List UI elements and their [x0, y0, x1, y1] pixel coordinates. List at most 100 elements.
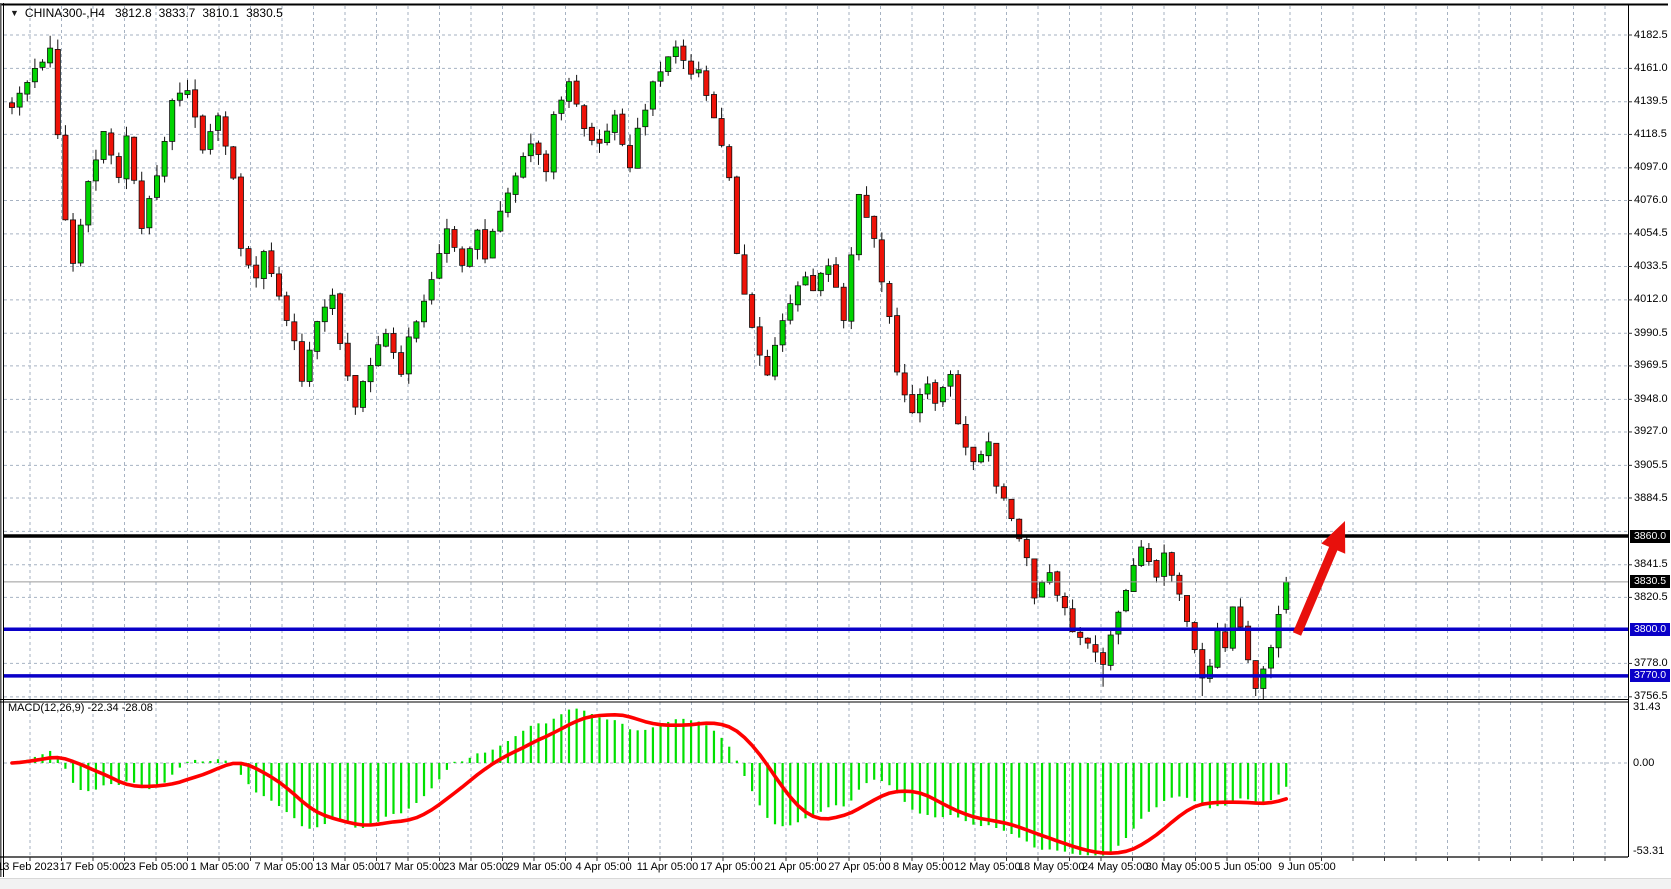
bull-candle	[817, 272, 824, 292]
bear-candle	[573, 80, 580, 105]
bull-candle	[558, 99, 565, 114]
price-axis-label: 4076.0	[1634, 194, 1668, 206]
bear-candle	[810, 274, 817, 292]
bull-candle	[848, 254, 855, 322]
bear-candle	[932, 382, 939, 404]
bear-candle	[291, 321, 298, 342]
bear-candle	[352, 374, 359, 408]
time-axis-label: 17 Feb 05:00	[59, 861, 125, 873]
quote-low: 3810.1	[202, 6, 240, 20]
bear-candle	[1245, 625, 1252, 661]
bull-candle	[1283, 581, 1290, 610]
time-axis-label: 29 Mar 05:00	[507, 861, 572, 873]
bear-candle	[390, 333, 397, 353]
time-axis-label: 4 Apr 05:00	[575, 861, 632, 873]
up-arrow-annotation[interactable]	[1292, 521, 1346, 636]
time-axis-label: 12 May 05:00	[953, 861, 1021, 873]
bear-candle	[878, 239, 885, 283]
chart-frame	[0, 3, 1668, 877]
bull-candle	[779, 320, 786, 346]
macd-axis-label: 31.43	[1633, 700, 1661, 713]
bear-candle	[222, 116, 229, 147]
time-axis-label: 21 Apr 05:00	[764, 861, 827, 873]
horizontal-levels	[4, 534, 1628, 678]
time-axis-label: 11 Apr 05:00	[636, 861, 699, 873]
bear-candle	[1184, 595, 1191, 622]
time-axis-label: 23 Mar 05:00	[443, 861, 509, 873]
bull-candle	[1039, 582, 1046, 598]
bull-candle	[413, 321, 420, 339]
bull-candle	[31, 68, 38, 83]
bear-candle	[1069, 608, 1076, 633]
bull-candle	[1260, 668, 1267, 689]
price-axis-label: 3756.5	[1634, 690, 1668, 703]
bull-candle	[375, 344, 382, 367]
bear-candle	[764, 355, 771, 376]
time-axis-label: 27 Apr 05:00	[828, 861, 891, 873]
bull-candle	[947, 373, 954, 387]
bear-candle	[138, 180, 145, 229]
bear-candle	[1168, 552, 1175, 576]
bull-candle	[443, 228, 450, 254]
bull-candle	[260, 251, 267, 280]
bear-candle	[1061, 596, 1068, 609]
bear-candle	[993, 442, 1000, 487]
bull-candle	[924, 383, 931, 395]
price-axis-label: 4139.5	[1634, 95, 1668, 108]
bull-candle	[1275, 614, 1282, 649]
time-axis-label: 24 May 05:00	[1081, 861, 1149, 873]
symbol-title: ▼ CHINA300-,H4 3812.8 3833.7 3810.1 3830…	[10, 6, 290, 20]
bear-candle	[230, 146, 237, 179]
bear-candle	[237, 176, 244, 249]
time-axis-label: 23 Feb 05:00	[123, 861, 189, 873]
time-axis-label: 30 May 05:00	[1145, 861, 1213, 873]
bear-candle	[1100, 652, 1107, 665]
bear-candle	[627, 145, 634, 169]
bear-candle	[108, 132, 115, 156]
bear-candle	[283, 295, 290, 321]
grid-lines	[4, 6, 1628, 857]
bear-candle	[688, 60, 695, 75]
bear-candle	[756, 326, 763, 356]
bull-candle	[47, 47, 54, 64]
quote-high: 3833.7	[158, 6, 196, 20]
bear-candle	[733, 176, 740, 254]
bear-candle	[962, 423, 969, 448]
bear-candle	[619, 113, 626, 145]
bull-candle	[917, 393, 924, 414]
bear-candle	[1237, 606, 1244, 628]
bear-candle	[1084, 637, 1091, 644]
price-badge: 3830.5	[1630, 575, 1670, 589]
bear-candle	[741, 254, 748, 295]
bear-candle	[543, 153, 550, 173]
price-axis-label: 3820.5	[1634, 590, 1668, 603]
bull-candle	[436, 253, 443, 279]
bear-candle	[1153, 560, 1160, 578]
price-axis-label: 3778.0	[1634, 656, 1668, 669]
bear-candle	[459, 248, 466, 266]
bull-candle	[1123, 590, 1130, 612]
bear-candle	[131, 136, 138, 181]
price-axis-label: 3884.5	[1634, 491, 1668, 504]
bear-candle	[1222, 631, 1229, 649]
price-axis-label: 3905.5	[1634, 458, 1668, 471]
symbol-dropdown-icon[interactable]: ▼	[10, 8, 19, 18]
bear-candle	[192, 89, 199, 118]
symbol-timeframe-label: CHINA300-,H4	[24, 6, 105, 20]
price-badge: 3800.0	[1630, 622, 1670, 636]
bear-candle	[863, 194, 870, 218]
bear-candle	[245, 248, 252, 266]
bull-candle	[642, 109, 649, 128]
bull-candle	[1130, 565, 1137, 593]
price-axis-label: 4033.5	[1634, 260, 1668, 272]
bear-candle	[894, 315, 901, 373]
bear-candle	[970, 446, 977, 463]
bull-candle	[321, 306, 328, 323]
time-axis-label: 17 Mar 05:00	[379, 861, 445, 873]
bull-candle	[550, 114, 557, 173]
bear-candle	[680, 45, 687, 61]
bull-candle	[825, 265, 832, 275]
bull-candle	[306, 349, 313, 382]
bull-candle	[153, 175, 160, 198]
